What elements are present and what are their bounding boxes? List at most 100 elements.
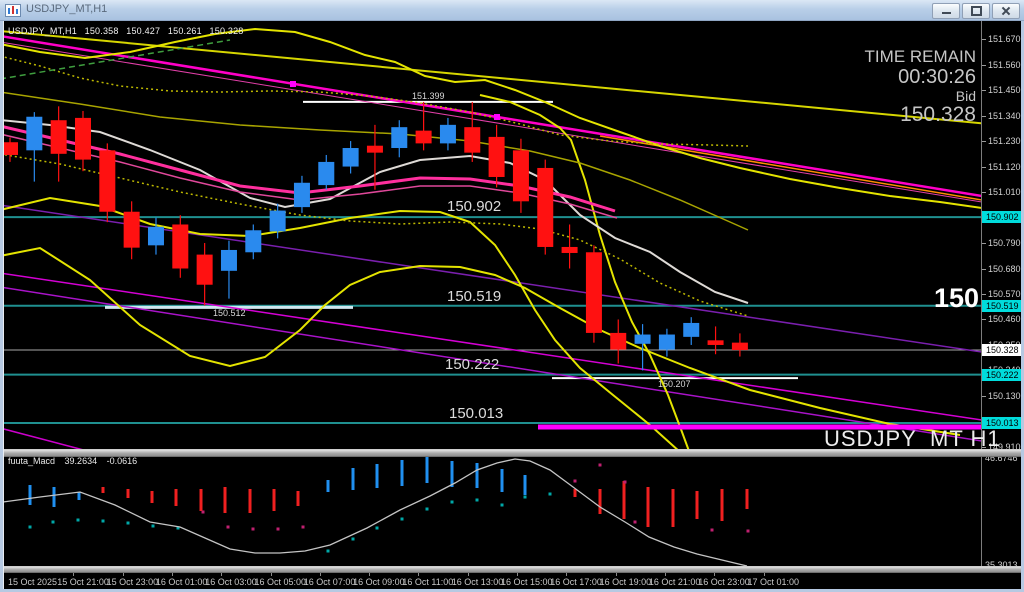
- macd-dot: [450, 500, 454, 504]
- trendline-magenta-main[interactable]: [0, 35, 982, 198]
- candlestick: [610, 319, 627, 364]
- level-label[interactable]: 150.013: [449, 405, 504, 422]
- trendline-handle[interactable]: [290, 81, 296, 87]
- macd-dot: [351, 537, 355, 541]
- level-label[interactable]: 150.512: [213, 308, 246, 318]
- trendline-magenta-bl[interactable]: [0, 428, 190, 478]
- candle-body: [537, 167, 554, 247]
- macd-signal-line: [4, 458, 748, 566]
- time-axis-tick-mark: [221, 572, 223, 576]
- candlestick: [658, 328, 675, 357]
- bb-lower-tight-yellow: [4, 196, 681, 451]
- bid-value: 150.328: [900, 103, 976, 126]
- candle-body: [74, 117, 91, 160]
- time-axis-label: 15 Oct 23:00: [106, 577, 159, 587]
- macd-dot: [746, 529, 750, 533]
- candlestick: [245, 224, 262, 260]
- time-axis-tick-mark: [517, 572, 518, 576]
- price-axis-tick-mark: [982, 39, 986, 41]
- bid-label: Bid: [955, 88, 976, 104]
- candlestick: [683, 317, 700, 345]
- level-label[interactable]: 150.222: [445, 356, 500, 373]
- macd-dot: [76, 518, 80, 522]
- price-axis-tick: 151.120: [988, 161, 1021, 172]
- price-axis-tick-mark: [982, 243, 986, 244]
- time-axis-label: 16 Oct 07:00: [303, 577, 356, 587]
- candle-body: [245, 230, 262, 253]
- macd-dot: [51, 520, 55, 524]
- time-axis-label: 16 Oct 19:00: [599, 577, 652, 587]
- candlestick: [561, 224, 578, 269]
- olive-dotted-upper: [4, 56, 749, 147]
- price-axis-tick-mark: [982, 192, 986, 194]
- candlestick: [4, 137, 18, 162]
- level-label[interactable]: 150.519: [447, 288, 502, 305]
- macd-dot: [475, 498, 479, 502]
- price-axis-tick-mark: [982, 446, 986, 448]
- time-axis-label: 16 Oct 23:00: [698, 577, 750, 587]
- candlestick: [196, 243, 213, 306]
- window-frame-left: [0, 20, 3, 592]
- candle-body: [391, 127, 408, 149]
- ma-white: [4, 119, 749, 304]
- candle-body: [50, 120, 67, 154]
- candle-body: [610, 332, 627, 350]
- candle-body: [561, 246, 578, 253]
- candlestick: [391, 120, 408, 158]
- price-axis-tick-mark: [982, 115, 986, 117]
- time-axis-tick-mark: [171, 572, 173, 576]
- macd-dot: [201, 510, 205, 514]
- price-axis-tick: 151.450: [988, 85, 1021, 96]
- candle-body: [318, 161, 335, 186]
- pane-splitter[interactable]: [3, 449, 1024, 457]
- level-label[interactable]: 150.902: [447, 198, 502, 215]
- candle-body: [488, 136, 505, 177]
- macd-dot: [151, 524, 155, 528]
- time-axis-label: 16 Oct 21:00: [648, 577, 701, 587]
- candlestick: [439, 117, 456, 151]
- window-frame-right: [1021, 20, 1024, 592]
- minimize-button[interactable]: [932, 3, 960, 19]
- time-axis-label: 16 Oct 13:00: [451, 577, 504, 587]
- window-titlebar[interactable]: USDJPY_MT,H1: [0, 0, 1024, 21]
- pane-splitter-bottom[interactable]: [3, 566, 1024, 573]
- price-axis-tick: 151.670: [988, 34, 1021, 45]
- trendline-pink-companion[interactable]: [0, 42, 982, 203]
- time-axis-tick-mark: [763, 572, 765, 576]
- bb-inner-upper-yellow: [479, 94, 691, 451]
- trendline-magenta-2[interactable]: [0, 272, 982, 421]
- macd-dot: [276, 527, 280, 531]
- price-tag: 150.222: [982, 368, 1022, 381]
- symbol-watermark: USDJPY_MT H1: [824, 426, 1001, 451]
- price-axis-tick: 151.340: [988, 110, 1021, 121]
- open-value: 150.358: [84, 26, 119, 36]
- time-axis-label: 16 Oct 05:00: [254, 577, 307, 587]
- price-axis-tick: 150.680: [988, 263, 1021, 274]
- trendline-handle[interactable]: [494, 114, 500, 120]
- candlestick: [99, 143, 116, 223]
- trendline-violet[interactable]: [0, 286, 982, 442]
- restore-button[interactable]: [962, 3, 990, 19]
- macd-dot: [425, 507, 429, 511]
- symbol-period-label: USDJPY_MT,H1: [8, 26, 77, 36]
- level-label[interactable]: 151.399: [412, 91, 445, 101]
- macd-dot: [101, 519, 105, 523]
- macd-dot: [326, 549, 330, 553]
- candle-body: [707, 340, 724, 345]
- close-value: 150.328: [209, 26, 244, 36]
- indicator-value-2: -0.0616: [106, 456, 138, 466]
- price-axis-tick-mark: [982, 268, 986, 270]
- price-axis-tick-mark: [982, 319, 986, 321]
- price-axis-tick-mark: [982, 141, 986, 143]
- candlestick: [293, 175, 310, 213]
- close-button[interactable]: [992, 3, 1020, 19]
- trendline-yellow[interactable]: [0, 30, 1010, 126]
- candle-body: [196, 254, 213, 285]
- level-label[interactable]: 150.207: [658, 379, 691, 389]
- price-axis-tick-mark: [982, 64, 986, 66]
- candlestick: [634, 324, 651, 371]
- price-tag: 150.902: [982, 211, 1022, 224]
- time-axis-tick-mark: [319, 572, 321, 576]
